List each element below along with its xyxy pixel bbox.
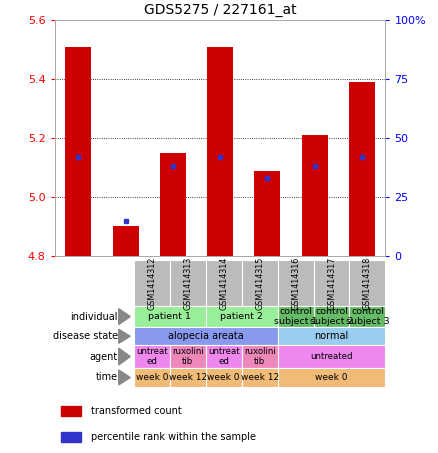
Text: ruxolini
tib: ruxolini tib	[244, 347, 276, 366]
Bar	[170, 368, 206, 387]
Bar	[65, 47, 92, 256]
Text: GSM1414315: GSM1414315	[255, 256, 264, 310]
Text: week 0: week 0	[208, 373, 240, 382]
Bar	[242, 346, 278, 368]
Bar	[278, 346, 385, 368]
Text: transformed count: transformed count	[91, 406, 182, 416]
Bar	[134, 260, 170, 306]
Bar	[206, 368, 242, 387]
Bar	[350, 260, 385, 306]
Bar	[350, 306, 385, 327]
Bar	[278, 306, 314, 327]
Bar	[170, 260, 206, 306]
Text: time: time	[95, 372, 118, 382]
Bar	[242, 368, 278, 387]
Bar	[134, 327, 278, 346]
Bar	[134, 306, 206, 327]
Text: ruxolini
tib: ruxolini tib	[172, 347, 204, 366]
Text: alopecia areata: alopecia areata	[168, 331, 244, 341]
Text: control
subject 3: control subject 3	[346, 307, 389, 326]
Bar	[302, 135, 328, 256]
Polygon shape	[119, 370, 130, 385]
Bar	[134, 346, 170, 368]
Text: control
subject 1: control subject 1	[274, 307, 317, 326]
Bar	[160, 153, 186, 256]
Bar	[254, 170, 280, 256]
Bar	[206, 346, 242, 368]
Text: GSM1414313: GSM1414313	[183, 257, 192, 310]
Bar	[170, 346, 206, 368]
Text: agent: agent	[89, 352, 118, 361]
Polygon shape	[119, 308, 130, 324]
Text: normal: normal	[314, 331, 349, 341]
Polygon shape	[119, 329, 130, 343]
Text: GSM1414317: GSM1414317	[327, 256, 336, 310]
Bar	[314, 306, 350, 327]
Bar	[206, 260, 242, 306]
Text: week 12: week 12	[169, 373, 207, 382]
Text: untreat
ed: untreat ed	[208, 347, 240, 366]
Title: GDS5275 / 227161_at: GDS5275 / 227161_at	[144, 3, 297, 17]
Bar	[61, 432, 81, 442]
Bar	[314, 260, 350, 306]
Bar	[206, 306, 278, 327]
Bar	[278, 260, 314, 306]
Text: individual: individual	[70, 312, 118, 322]
Polygon shape	[119, 348, 130, 365]
Bar	[207, 47, 233, 256]
Bar	[134, 368, 170, 387]
Text: patient 1: patient 1	[148, 312, 191, 321]
Bar	[349, 82, 375, 256]
Text: disease state: disease state	[53, 331, 118, 341]
Text: untreated: untreated	[310, 352, 353, 361]
Text: week 0: week 0	[135, 373, 168, 382]
Text: control
subject 2: control subject 2	[310, 307, 353, 326]
Bar	[113, 226, 138, 256]
Bar	[61, 406, 81, 416]
Text: GSM1414316: GSM1414316	[291, 257, 300, 310]
Text: week 12: week 12	[240, 373, 279, 382]
Bar	[278, 368, 385, 387]
Text: GSM1414312: GSM1414312	[147, 256, 156, 310]
Bar	[278, 327, 385, 346]
Bar	[242, 260, 278, 306]
Text: patient 2: patient 2	[220, 312, 263, 321]
Text: GSM1414318: GSM1414318	[363, 257, 372, 310]
Text: week 0: week 0	[315, 373, 348, 382]
Text: GSM1414314: GSM1414314	[219, 257, 228, 310]
Text: percentile rank within the sample: percentile rank within the sample	[91, 432, 256, 442]
Text: untreat
ed: untreat ed	[136, 347, 168, 366]
